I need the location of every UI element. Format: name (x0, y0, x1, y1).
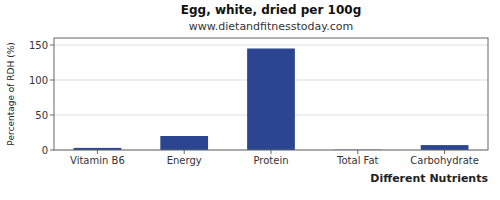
chart-container: 0 50 100 150 Vitamin B6 Energy Protein Total Fa… (0, 0, 500, 200)
y-tick-label: 50 (35, 110, 48, 121)
grid (54, 45, 488, 150)
x-tick-label: Protein (253, 155, 288, 166)
x-tick-label: Carbohydrate (410, 155, 479, 166)
bar (421, 145, 469, 150)
x-tick (357, 150, 358, 154)
y-tick-label: 0 (42, 145, 48, 156)
bar (247, 49, 295, 151)
x-tick (271, 150, 272, 154)
grid-line (54, 45, 488, 46)
y-tick-label: 100 (29, 75, 48, 86)
chart-svg: 0 50 100 150 Vitamin B6 Energy Protein Total Fa… (0, 0, 500, 200)
y-axis: 0 50 100 150 (29, 40, 54, 156)
title: Egg, white, dried per 100g (181, 3, 361, 17)
plot-frame (54, 38, 488, 150)
y-tick (50, 115, 54, 116)
x-tick-label: Vitamin B6 (70, 155, 125, 166)
background (0, 0, 500, 200)
x-tick (97, 150, 98, 154)
x-tick (184, 150, 185, 154)
x-axis: Vitamin B6 Energy Protein Total Fat Carbohyd… (70, 150, 479, 166)
x-tick-label: Energy (167, 155, 202, 166)
bars (74, 49, 469, 151)
y-tick (50, 45, 54, 46)
y-tick (50, 80, 54, 81)
x-axis-label: Different Nutrients (370, 172, 488, 185)
y-tick (50, 150, 54, 151)
subtitle: www.dietandfitnesstoday.com (189, 20, 353, 33)
x-tick-label: Total Fat (336, 155, 378, 166)
y-axis-label: Percentage of RDH (%) (6, 42, 16, 145)
y-tick-label: 150 (29, 40, 48, 51)
x-tick (444, 150, 445, 154)
bar (160, 136, 208, 150)
